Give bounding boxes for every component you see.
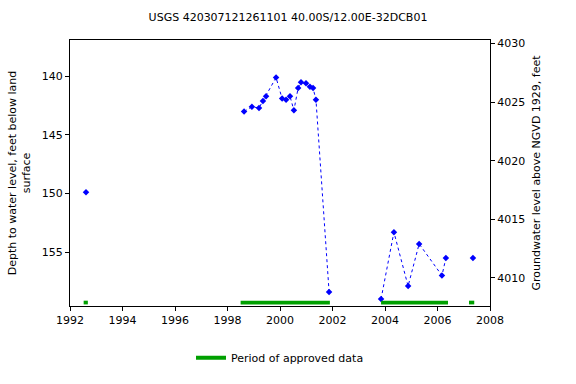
svg-text:4015: 4015 — [497, 213, 525, 226]
svg-text:4025: 4025 — [497, 96, 525, 109]
svg-text:145: 145 — [42, 129, 63, 142]
svg-text:4030: 4030 — [497, 37, 525, 50]
svg-text:USGS 420307121261101 40.00S/12: USGS 420307121261101 40.00S/12.00E-32DCB… — [149, 11, 428, 24]
svg-text:1994: 1994 — [109, 314, 137, 327]
svg-text:Depth to water level, feet bel: Depth to water level, feet below landsur… — [6, 71, 33, 276]
svg-text:Groundwater level above NGVD 1: Groundwater level above NGVD 1929, feet — [530, 55, 543, 291]
svg-text:2000: 2000 — [266, 314, 294, 327]
svg-text:4010: 4010 — [497, 272, 525, 285]
svg-text:2004: 2004 — [371, 314, 399, 327]
svg-text:2008: 2008 — [476, 314, 504, 327]
svg-text:140: 140 — [42, 70, 63, 83]
svg-text:2002: 2002 — [319, 314, 347, 327]
svg-text:2006: 2006 — [424, 314, 452, 327]
svg-text:1996: 1996 — [161, 314, 189, 327]
svg-text:1998: 1998 — [214, 314, 242, 327]
svg-text:Period of approved data: Period of approved data — [231, 352, 363, 365]
svg-text:155: 155 — [42, 246, 63, 259]
svg-text:4020: 4020 — [497, 155, 525, 168]
svg-text:1992: 1992 — [56, 314, 84, 327]
svg-text:150: 150 — [42, 187, 63, 200]
